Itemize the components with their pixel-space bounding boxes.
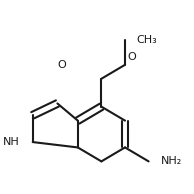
Text: O: O — [128, 52, 136, 61]
Text: CH₃: CH₃ — [137, 35, 158, 45]
Text: NH: NH — [3, 137, 20, 147]
Text: NH₂: NH₂ — [160, 156, 182, 166]
Text: O: O — [57, 60, 66, 70]
